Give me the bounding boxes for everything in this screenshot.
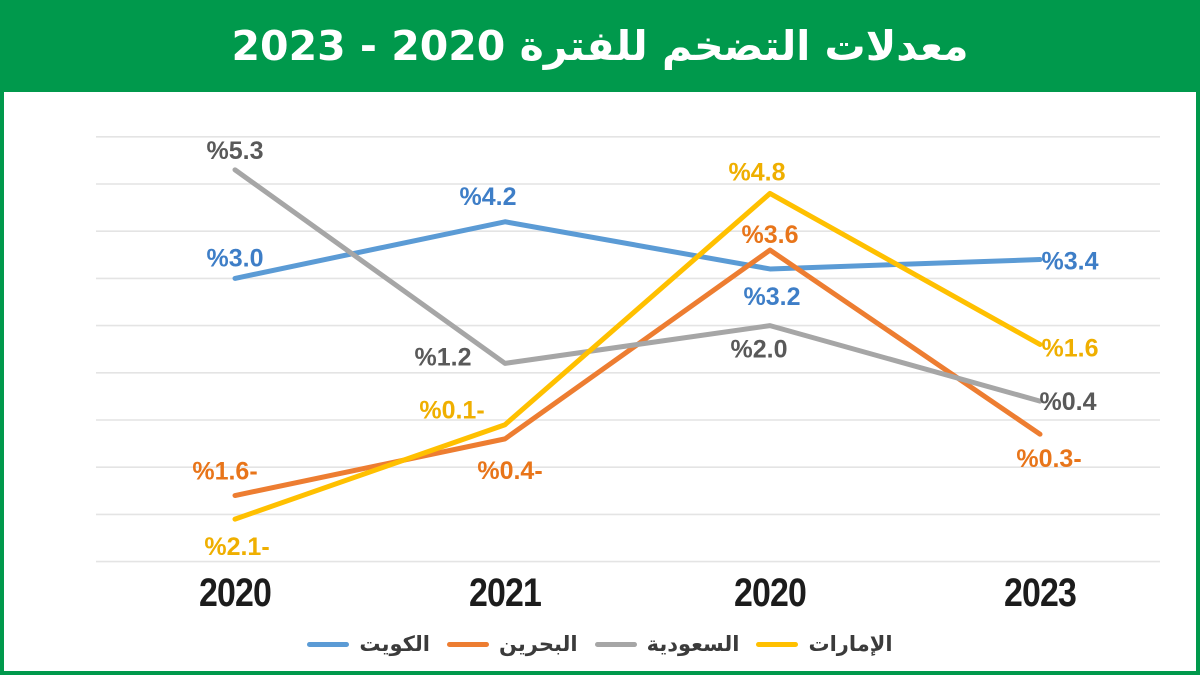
point-label-0-1: %4.2 <box>460 183 517 211</box>
legend-swatch-icon <box>307 641 350 647</box>
point-label-0-3: %3.4 <box>1042 248 1099 276</box>
legend-item-3: الإمارات <box>756 632 893 656</box>
legend-label-1: البحرين <box>498 632 578 656</box>
chart-panel <box>4 92 1196 671</box>
legend-swatch-icon <box>756 641 799 647</box>
legend-label-3: الإمارات <box>808 632 893 656</box>
point-label-3-3: %1.6 <box>1042 334 1099 362</box>
point-label-2-0: %5.3 <box>207 137 264 165</box>
point-label-1-2: %3.6 <box>742 221 799 249</box>
point-label-0-2: %3.2 <box>744 283 801 311</box>
legend-swatch-icon <box>594 641 637 647</box>
point-label-1-0: %1.6- <box>192 458 257 486</box>
point-label-3-1: %0.1- <box>419 397 484 425</box>
point-label-3-2: %4.8 <box>729 158 786 186</box>
x-axis-label-3: 2023 <box>1004 571 1076 615</box>
legend-item-1: البحرين <box>446 632 578 656</box>
point-label-1-3: %0.3- <box>1016 445 1081 473</box>
legend-item-2: السعودية <box>594 632 740 656</box>
series-line-2 <box>232 167 1043 404</box>
legend: الكويت البحرين السعودية الإمارات <box>0 624 1200 664</box>
point-label-0-0: %3.0 <box>207 244 264 272</box>
series-line-0 <box>232 219 1043 281</box>
legend-label-2: السعودية <box>646 632 740 656</box>
series-line-3 <box>232 190 1043 522</box>
x-axis-label-2: 2020 <box>734 571 806 615</box>
legend-item-0: الكويت <box>307 632 430 656</box>
title-bar: معدلات التضخم للفترة 2020 - 2023 <box>0 0 1200 92</box>
x-axis-label-1: 2021 <box>469 571 542 615</box>
point-label-2-3: %0.4 <box>1040 388 1097 416</box>
legend-label-0: الكويت <box>359 632 430 656</box>
chart-title: معدلات التضخم للفترة 2020 - 2023 <box>231 22 969 70</box>
legend-swatch-icon <box>446 641 489 647</box>
x-axis-label-0: 2020 <box>199 571 271 615</box>
point-label-3-0: %2.1- <box>204 533 269 561</box>
point-label-2-1: %1.2 <box>415 343 472 371</box>
point-label-1-1: %0.4- <box>477 457 542 485</box>
point-label-2-2: %2.0 <box>731 336 788 364</box>
